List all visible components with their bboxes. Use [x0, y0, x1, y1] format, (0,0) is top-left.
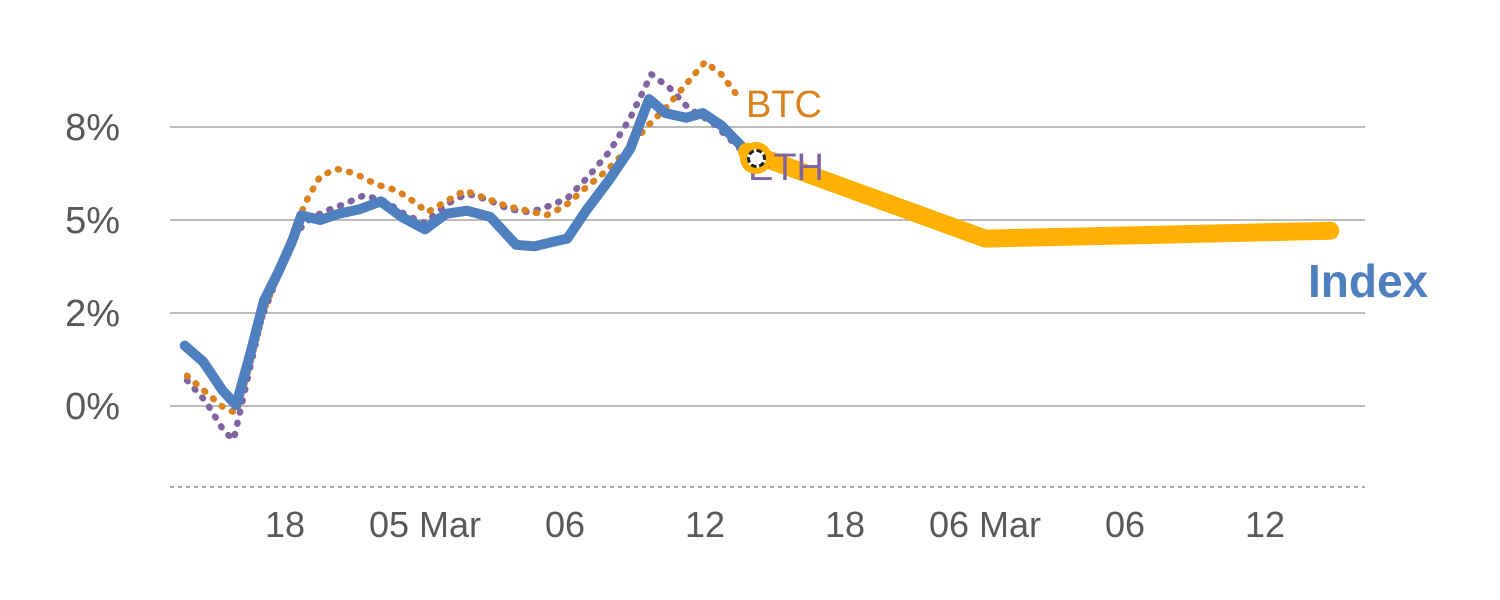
y-tick-label: 8%	[65, 107, 120, 149]
marker-dashed-ring	[746, 148, 766, 168]
index-forecast-line	[738, 142, 1340, 248]
x-tick-label: 05 Mar	[369, 504, 481, 545]
x-tick-label: 06 Mar	[929, 504, 1041, 545]
y-tick-label: 2%	[65, 293, 120, 335]
x-tick-label: 18	[265, 504, 305, 545]
index-series-label: Index	[1308, 255, 1429, 307]
btc-line	[183, 58, 739, 417]
forecast-start-marker	[740, 142, 772, 174]
btc-series-label: BTC	[746, 84, 822, 126]
x-tick-label: 18	[825, 504, 865, 545]
x-tick-label: 12	[1245, 504, 1285, 545]
y-tick-label: 0%	[65, 386, 120, 428]
x-tick-label: 06	[545, 504, 585, 545]
x-tick-label: 06	[1105, 504, 1145, 545]
x-tick-label: 12	[685, 504, 725, 545]
index-line	[179, 94, 752, 411]
y-tick-label: 5%	[65, 200, 120, 242]
eth-line	[183, 71, 744, 443]
